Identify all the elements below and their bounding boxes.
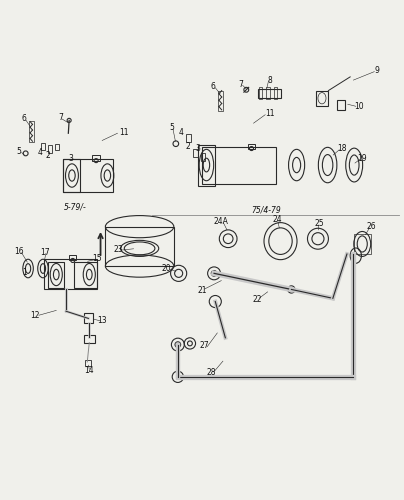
Text: 16: 16 [15, 247, 24, 256]
Text: 11: 11 [119, 128, 128, 137]
Text: 12: 12 [30, 310, 40, 320]
Text: 6: 6 [21, 114, 27, 123]
Bar [48, 262, 64, 288]
Text: 11: 11 [265, 110, 274, 118]
Bar [84, 336, 95, 342]
Text: 25: 25 [315, 220, 324, 228]
Bar [69, 255, 76, 260]
Bar [29, 121, 34, 142]
Bar [218, 90, 223, 110]
Bar [74, 262, 97, 288]
Bar [63, 160, 114, 192]
Text: 7: 7 [238, 80, 243, 88]
Text: 15: 15 [93, 254, 102, 264]
Text: 17: 17 [40, 248, 50, 257]
Bar [55, 144, 59, 150]
Text: 2: 2 [46, 151, 50, 160]
Bar [84, 313, 93, 324]
Text: 9: 9 [375, 66, 380, 75]
Bar [266, 88, 269, 100]
Text: 13: 13 [97, 316, 107, 324]
Bar [44, 260, 97, 290]
Text: 28: 28 [207, 368, 217, 378]
Bar [93, 155, 100, 160]
Bar [354, 234, 371, 254]
Text: 7: 7 [58, 114, 63, 122]
Text: 18: 18 [337, 144, 347, 153]
Text: 4: 4 [38, 148, 43, 157]
Bar [201, 154, 205, 160]
Bar [63, 160, 80, 192]
Text: 19: 19 [358, 154, 367, 162]
Bar [40, 143, 45, 150]
Bar [48, 146, 52, 152]
Bar [316, 90, 328, 106]
Text: 26: 26 [366, 222, 376, 231]
Bar [259, 88, 262, 100]
Bar [85, 360, 91, 366]
Text: 5-79/-: 5-79/- [64, 202, 86, 211]
Text: 14: 14 [84, 366, 94, 376]
Bar [193, 150, 198, 158]
Bar [105, 226, 174, 266]
Text: 5: 5 [169, 123, 174, 132]
Bar [186, 134, 191, 142]
Text: 23: 23 [113, 246, 123, 254]
Bar [337, 100, 345, 110]
Bar [258, 89, 281, 98]
Text: 3: 3 [196, 144, 200, 153]
Text: 20: 20 [162, 264, 171, 272]
Text: 24A: 24A [214, 216, 229, 226]
Text: 21: 21 [197, 286, 207, 295]
Bar [202, 146, 276, 184]
Bar [274, 88, 277, 100]
Bar [198, 144, 215, 186]
Text: 10: 10 [354, 102, 364, 111]
Text: 27: 27 [200, 342, 209, 350]
Text: 6: 6 [211, 82, 216, 91]
Text: 2: 2 [186, 142, 191, 150]
Text: 24: 24 [273, 215, 282, 224]
Text: 5: 5 [17, 147, 22, 156]
Text: 1: 1 [23, 268, 27, 277]
Text: 4: 4 [178, 128, 183, 137]
Text: 8: 8 [267, 76, 272, 84]
Text: 75/4-79: 75/4-79 [252, 205, 281, 214]
Bar [248, 144, 255, 148]
Text: 3: 3 [69, 154, 74, 162]
Text: 22: 22 [253, 294, 262, 304]
